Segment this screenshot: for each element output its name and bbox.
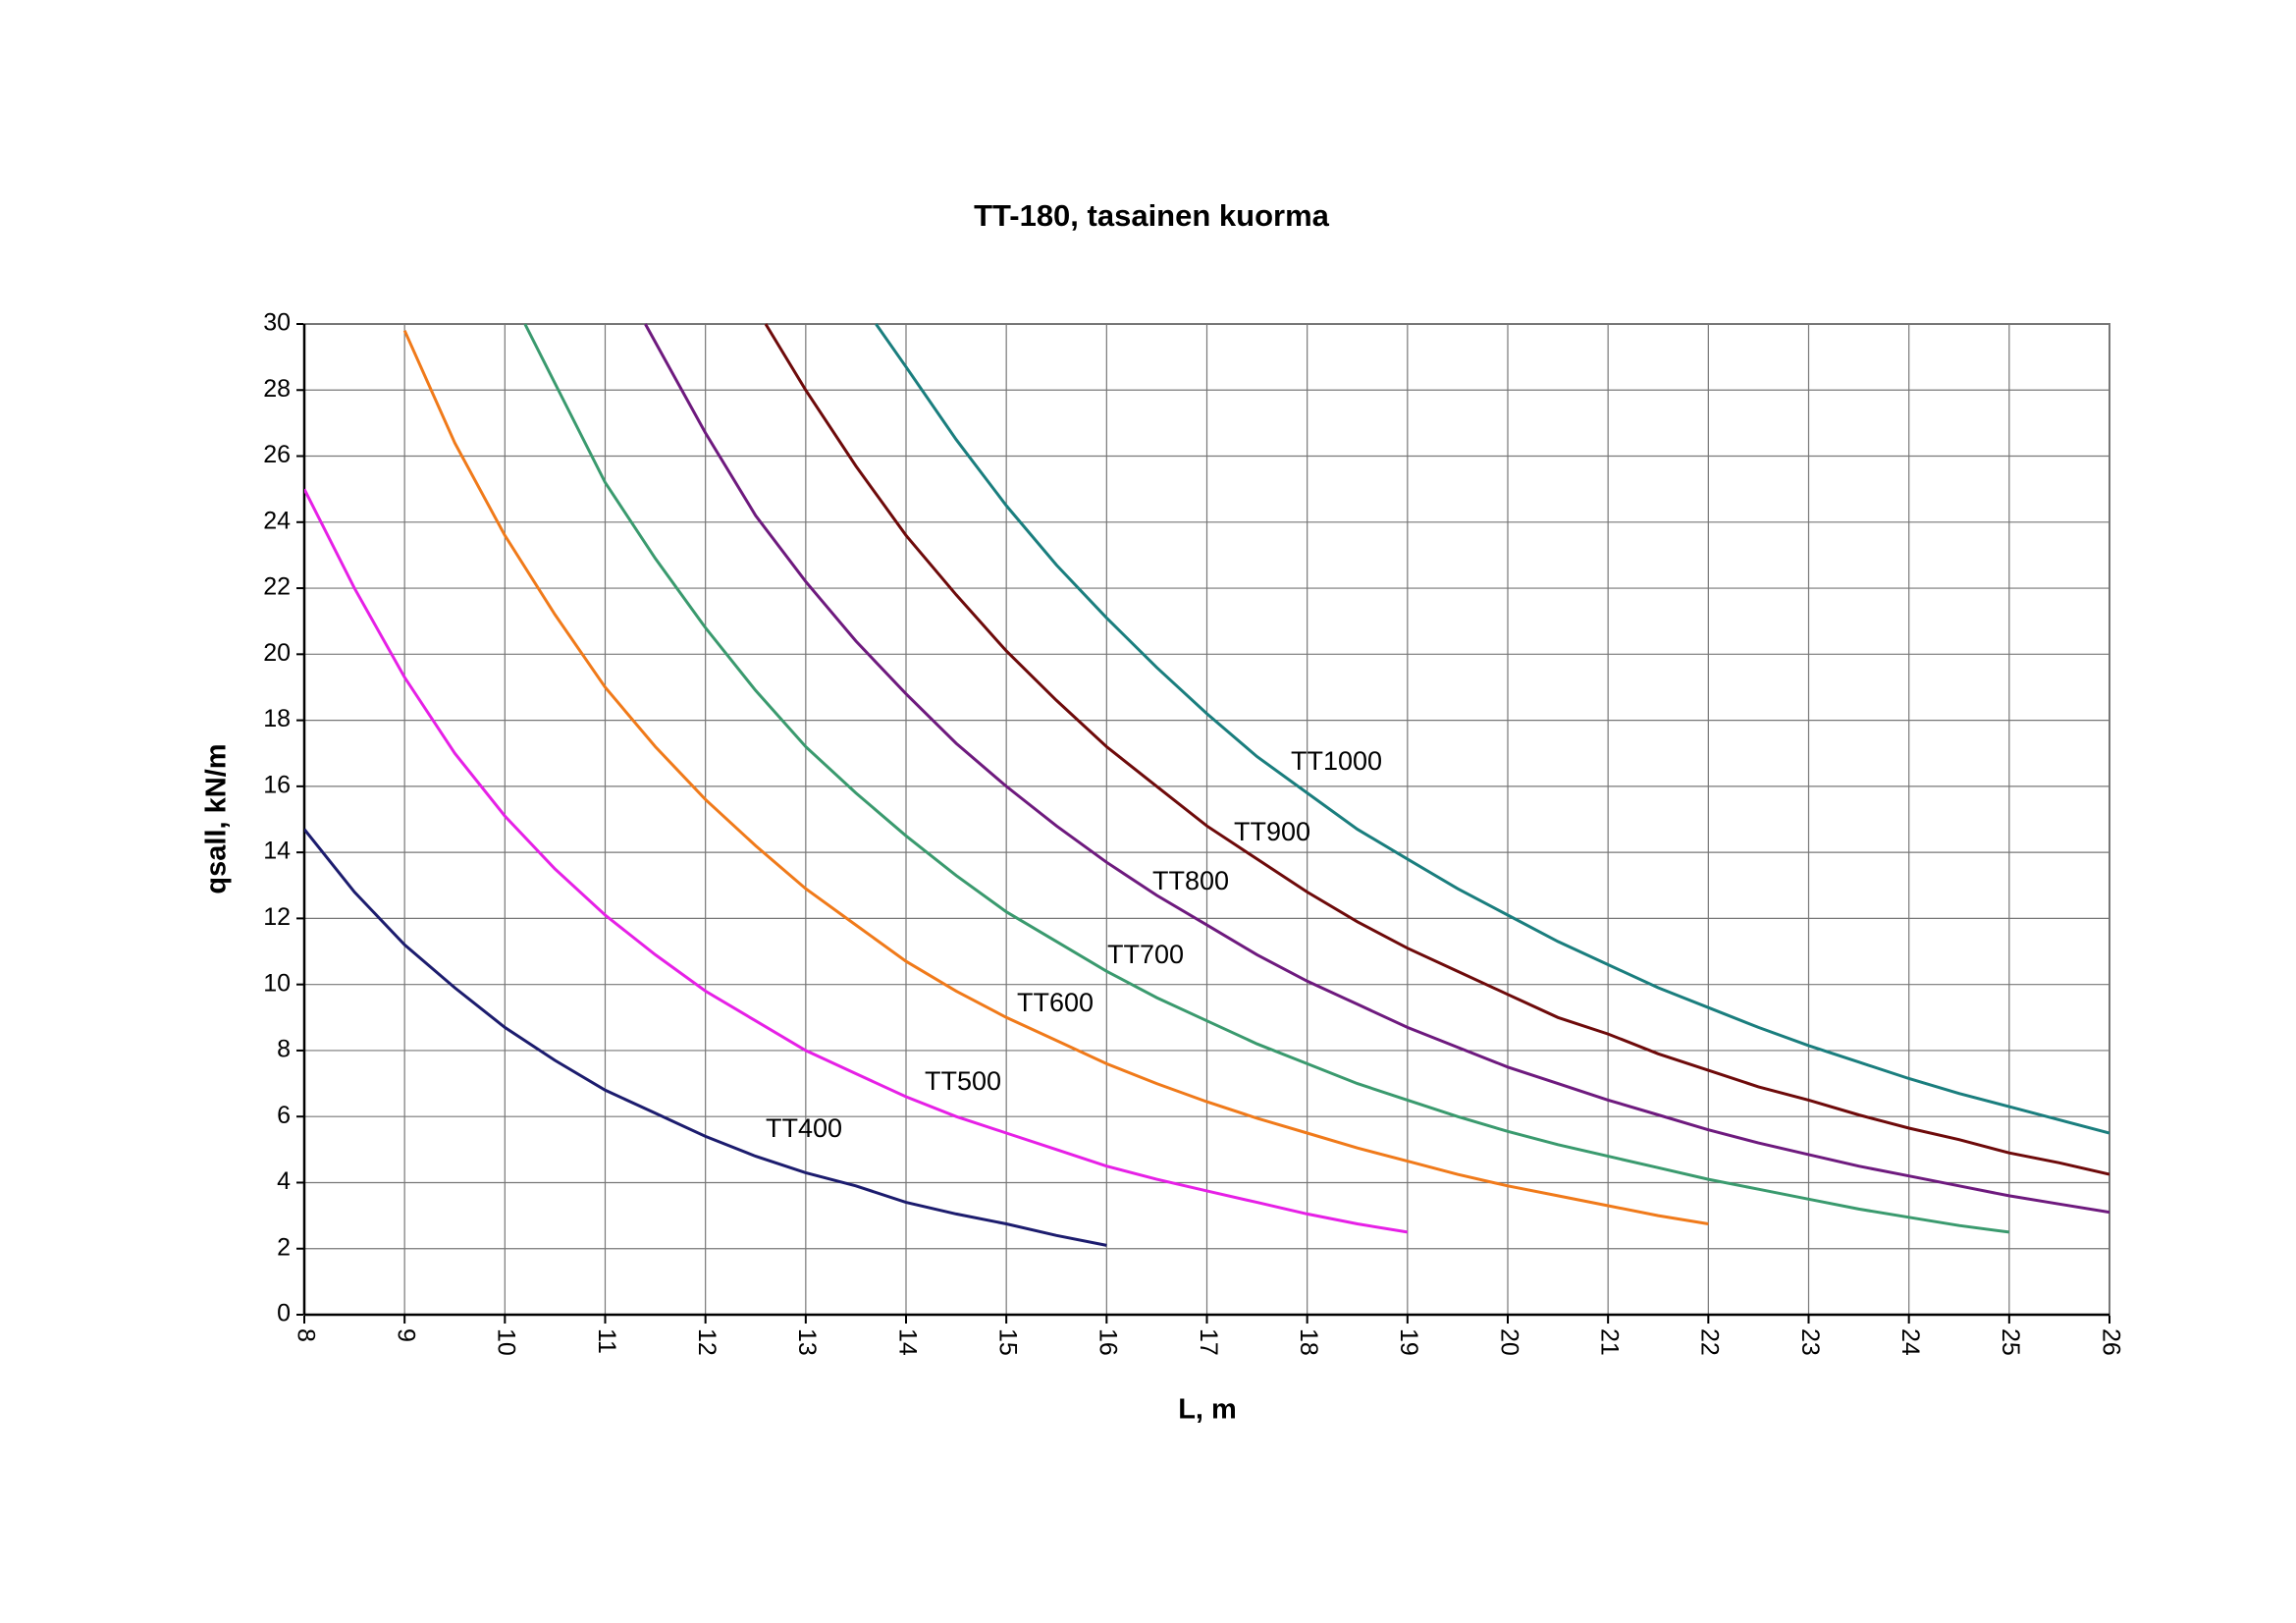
series-line [304,488,1409,1234]
y-tick-label: 22 [263,573,291,601]
series-line [764,323,2109,1176]
x-tick-label: 12 [693,1328,721,1356]
y-tick-label: 16 [263,771,291,798]
y-tick-label: 10 [263,969,291,997]
series-label: TT600 [1017,988,1094,1017]
series-line [304,828,1107,1247]
series-label: TT700 [1107,940,1184,969]
x-tick-label: 25 [1997,1328,2024,1356]
y-tick-label: 8 [277,1036,291,1063]
y-tick-label: 18 [263,705,291,732]
x-tick-label: 24 [1896,1328,1924,1356]
x-tick-label: 20 [1495,1328,1522,1356]
series-label: TT800 [1152,866,1229,895]
series-label: TT500 [925,1066,1001,1096]
y-tick-label: 24 [263,507,291,534]
x-tick-label: 9 [393,1328,420,1342]
y-tick-label: 26 [263,441,291,468]
x-tick-label: 18 [1295,1328,1322,1356]
y-tick-label: 0 [277,1300,291,1327]
x-tick-label: 17 [1195,1328,1222,1356]
series-line [875,323,2109,1135]
x-tick-label: 26 [2097,1328,2124,1356]
x-tick-label: 11 [593,1328,620,1354]
series-line [523,323,2009,1234]
x-tick-label: 10 [493,1328,520,1356]
x-tick-label: 13 [793,1328,821,1356]
y-tick-label: 14 [263,838,291,865]
x-tick-label: 8 [292,1328,319,1342]
y-tick-label: 28 [263,375,291,403]
y-tick-label: 20 [263,639,291,667]
y-tick-label: 30 [263,309,291,337]
series-line [402,330,1709,1225]
series-label: TT400 [766,1113,842,1143]
x-tick-label: 19 [1395,1328,1422,1356]
series-label: TT900 [1234,817,1310,846]
y-tick-label: 12 [263,903,291,931]
chart-title: TT-180, tasainen kuorma [974,198,1330,233]
x-tick-label: 14 [893,1328,921,1356]
series-line [644,323,2109,1215]
y-tick-label: 4 [277,1167,291,1195]
y-tick-label: 6 [277,1102,291,1129]
x-axis-title: L, m [1178,1394,1237,1426]
x-tick-label: 23 [1796,1328,1824,1356]
y-tick-label: 2 [277,1233,291,1261]
series-label: TT1000 [1291,746,1382,776]
x-tick-label: 21 [1596,1328,1624,1356]
y-axis-title: qsall, kN/m [201,743,233,893]
x-tick-label: 16 [1095,1328,1122,1356]
x-tick-label: 22 [1696,1328,1724,1356]
x-tick-label: 15 [994,1328,1022,1356]
